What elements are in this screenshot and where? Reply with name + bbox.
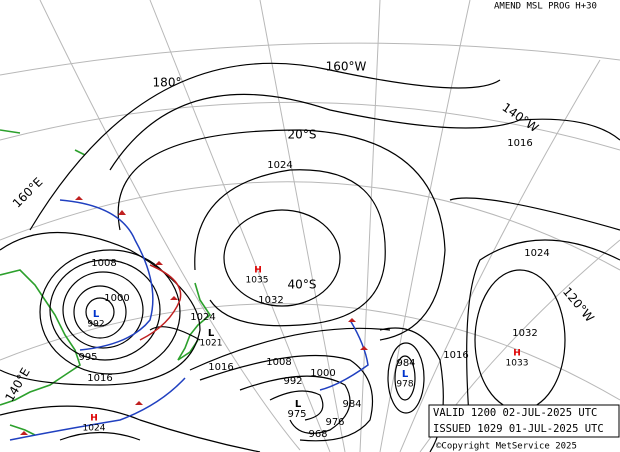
isobar-label: 1016 xyxy=(208,362,233,373)
isobar-label: 1024 xyxy=(267,160,292,171)
center-kind: L xyxy=(93,309,100,320)
center-kind: H xyxy=(254,266,262,276)
isobars xyxy=(0,62,620,452)
isobar-label: 1016 xyxy=(87,373,112,384)
grid-label: 20°S xyxy=(288,128,317,142)
pressure-centers: H 1035 L 992 L 1021 L 978 H 1033 H 1024 … xyxy=(83,266,529,434)
valid-time: VALID 1200 02-JUL-2025 UTC xyxy=(433,407,597,419)
center-kind: L xyxy=(295,399,302,410)
isobar-label: 1016 xyxy=(443,350,468,361)
center-kind: H xyxy=(90,414,98,424)
center-pressure: 1035 xyxy=(246,276,269,286)
isobar-label: 1032 xyxy=(512,328,537,339)
issued-time: ISSUED 1029 01-JUL-2025 UTC xyxy=(433,423,604,435)
isobar-label: 975 xyxy=(287,409,306,420)
validity-box xyxy=(428,404,620,438)
center-kind: H xyxy=(513,349,521,359)
center-pressure: 1024 xyxy=(83,424,106,434)
isobar-label: 1032 xyxy=(258,295,283,306)
chart-title: AMEND MSL PROG H+30 xyxy=(494,2,597,12)
isobar-label: 1016 xyxy=(507,138,532,149)
isobar-label: 984 xyxy=(342,399,361,410)
isobar-label: 1008 xyxy=(91,258,116,269)
center-kind: L xyxy=(402,369,409,380)
fronts xyxy=(9,196,369,441)
isobar-label: 1024 xyxy=(190,312,215,323)
center-pressure: 1033 xyxy=(506,359,529,369)
isobar-label: 992 xyxy=(283,376,302,387)
center-pressure: 978 xyxy=(396,380,413,390)
center-pressure: 992 xyxy=(87,320,104,330)
center-pressure: 1021 xyxy=(200,339,223,349)
grid-label: 160°W xyxy=(326,60,367,74)
isobar-label: 976 xyxy=(325,417,344,428)
grid-label: 180° xyxy=(153,76,182,90)
isobar-label: 1000 xyxy=(104,293,129,304)
center-kind: L xyxy=(208,328,215,339)
isobar-label: 968 xyxy=(308,429,327,440)
copyright: ©Copyright MetService 2025 xyxy=(436,442,577,452)
isobar-label: 1008 xyxy=(266,357,291,368)
isobar-label: 1000 xyxy=(310,368,335,379)
isobar-label: 984 xyxy=(396,358,415,369)
isobar-labels: 1016 1024 1024 1032 1032 1008 1000 1024 … xyxy=(78,138,549,440)
isobar-label: 995 xyxy=(78,352,97,363)
grid-label: 40°S xyxy=(288,278,317,292)
isobar-label: 1024 xyxy=(524,248,549,259)
